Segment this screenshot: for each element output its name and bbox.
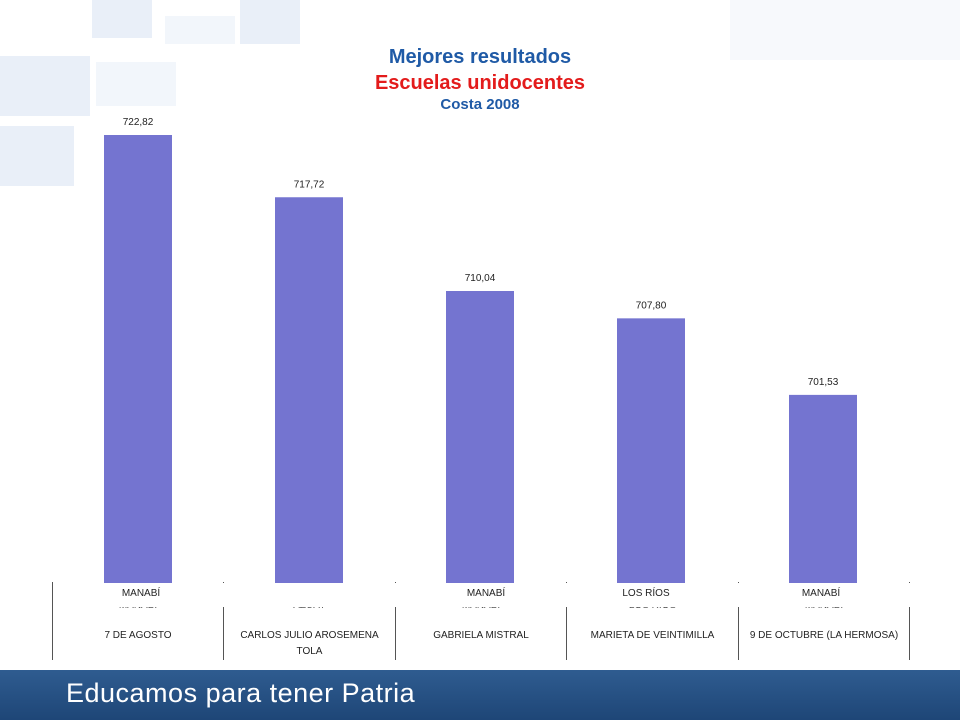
bar-value-label: 722,82 [123, 117, 154, 128]
decorative-square [92, 0, 152, 38]
decorative-square [165, 16, 235, 44]
decorative-square [730, 0, 960, 60]
chart-subtitle-year: Costa 2008 [440, 96, 520, 113]
decorative-square [0, 56, 90, 116]
school-label: CARLOS JULIO AROSEMENA TOLA [240, 630, 379, 657]
footer-slogan: Educamos para tener Patria [66, 678, 416, 708]
bar-value-label: 717,72 [294, 179, 325, 190]
overlay-region-label: MANABÍ [466, 588, 506, 599]
overlay-region-label: MANABÍ [801, 588, 841, 599]
bar [617, 318, 685, 593]
bar [446, 291, 514, 593]
school-label: MARIETA DE VEINTIMILLA [590, 630, 715, 641]
bar [789, 394, 857, 593]
bar-value-label: 701,53 [808, 377, 839, 388]
overlay-region-label: MANABÍ [121, 588, 161, 599]
decorative-square [0, 126, 74, 186]
bar [275, 197, 343, 593]
bar-value-label: 707,80 [636, 300, 667, 311]
bar [104, 135, 172, 593]
region-overlay-strip: MANABÍ MANABÍ LOS RÍOS MANABÍ [66, 583, 916, 607]
overlay-region-label: LOS RÍOS [622, 588, 670, 599]
school-label: GABRIELA MISTRAL [433, 630, 529, 641]
chart-title-block: Mejores resultados Escuelas unidocentes … [0, 44, 960, 114]
school-label: 7 DE AGOSTO [104, 630, 172, 641]
chart-subtitle: Escuelas unidocentes [374, 72, 586, 94]
chart-title: Mejores resultados [388, 46, 572, 68]
bar-value-label: 710,04 [465, 273, 496, 284]
decorative-square [96, 62, 176, 106]
footer-banner: Educamos para tener Patria [0, 670, 960, 720]
school-label: 9 DE OCTUBRE (LA HERMOSA) [749, 630, 899, 641]
decorative-square [240, 0, 300, 44]
